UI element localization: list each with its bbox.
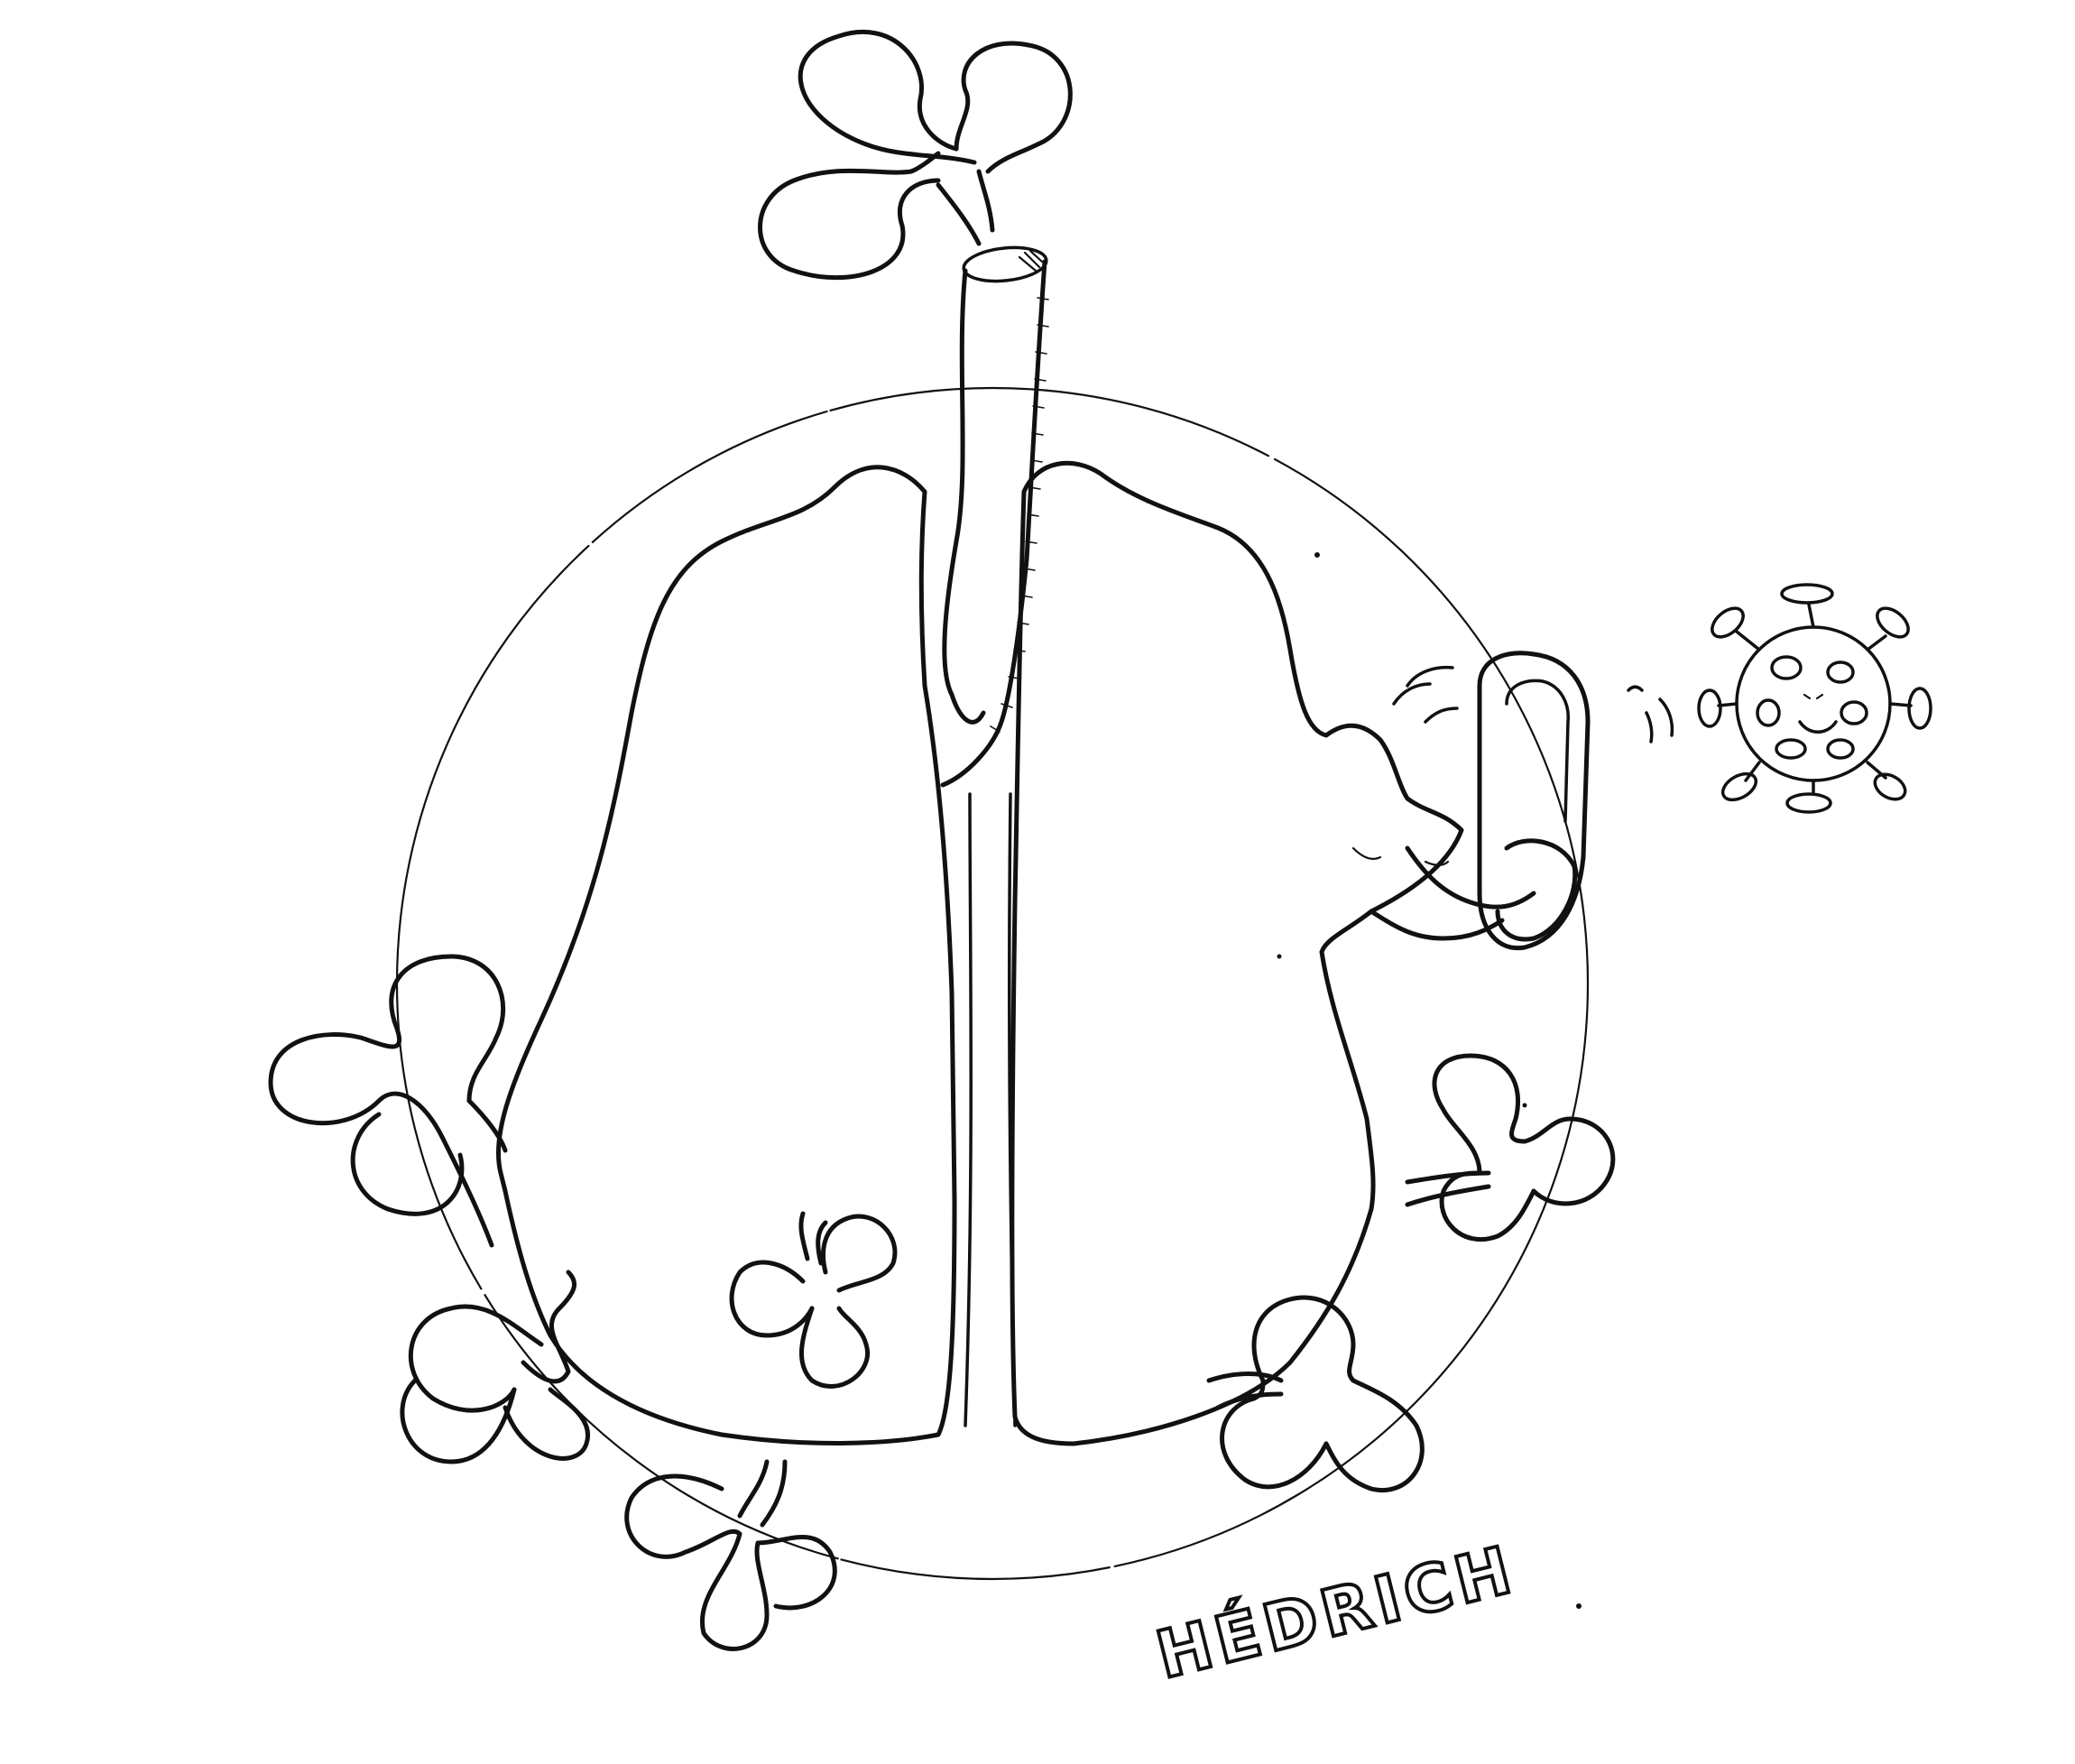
ink-specks bbox=[1277, 552, 1582, 1609]
left-lower-alveoli-cluster bbox=[400, 1270, 591, 1464]
motion-lines bbox=[1392, 665, 1674, 743]
artist-signature: HÉDRICH bbox=[1149, 1531, 1524, 1694]
right-upper-alveoli-cluster bbox=[1405, 1053, 1616, 1242]
windpipe-rings bbox=[990, 297, 1049, 733]
center-alveoli-cluster bbox=[729, 1211, 898, 1389]
central-bronchus bbox=[964, 792, 1017, 1427]
top-alveoli-cluster bbox=[758, 29, 1073, 281]
left-upper-alveoli-cluster bbox=[268, 954, 508, 1248]
right-lower-alveoli-cluster bbox=[1206, 1295, 1425, 1492]
virus-icon bbox=[1697, 583, 1932, 814]
windpipe-opening bbox=[962, 245, 1048, 283]
right-lung-outline bbox=[1010, 460, 1464, 1446]
left-lung-outline bbox=[496, 465, 957, 1445]
background-circle bbox=[395, 386, 1590, 1581]
boot-icon bbox=[1477, 651, 1591, 951]
windpipe bbox=[940, 259, 1047, 788]
bottom-left-alveoli-cluster bbox=[624, 1459, 837, 1651]
